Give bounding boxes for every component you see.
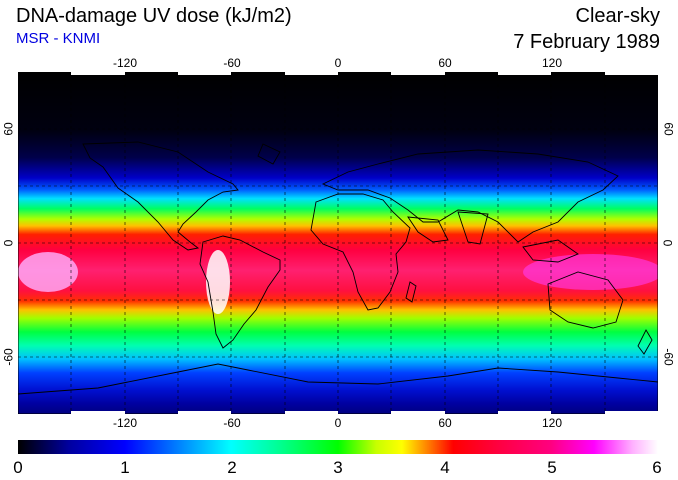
lon-tick-top: 0 bbox=[334, 56, 342, 70]
lon-tick-top: -60 bbox=[223, 56, 241, 70]
lat-tick-left: 0 bbox=[1, 239, 16, 247]
date-label: 7 February 1989 bbox=[513, 31, 660, 53]
sky-condition-label: Clear-sky bbox=[575, 5, 660, 27]
lat-tick-right: -60 bbox=[661, 348, 676, 366]
lon-tick-bottom: -60 bbox=[223, 416, 241, 430]
color-scale-tick: 3 bbox=[333, 458, 343, 477]
coastlines bbox=[18, 141, 658, 395]
lon-tick-top: 60 bbox=[438, 56, 452, 70]
lon-tick-top: 120 bbox=[541, 56, 563, 70]
map-frame bbox=[18, 72, 658, 414]
lon-tick-bottom: 0 bbox=[334, 416, 342, 430]
lon-tick-top: -120 bbox=[112, 56, 138, 70]
color-scale-tick: 6 bbox=[652, 458, 662, 477]
color-scale-tick: 1 bbox=[120, 458, 130, 477]
lon-tick-bottom: 120 bbox=[541, 416, 563, 430]
lon-tick-bottom: 60 bbox=[438, 416, 452, 430]
hotspot-andes bbox=[206, 250, 230, 314]
color-scale-tick: 5 bbox=[547, 458, 557, 477]
hotspot-australia bbox=[523, 254, 658, 290]
graticule bbox=[18, 72, 658, 414]
color-scale-tick: 4 bbox=[440, 458, 450, 477]
data-source-label: MSR - KNMI bbox=[16, 30, 101, 47]
chart-title: DNA-damage UV dose (kJ/m2) bbox=[16, 5, 292, 27]
hotspot-pacific bbox=[18, 252, 78, 292]
lat-tick-left: -60 bbox=[1, 348, 16, 366]
lat-tick-left: 60 bbox=[1, 122, 16, 136]
lat-tick-right: 60 bbox=[661, 122, 676, 136]
color-scale-bar bbox=[18, 440, 658, 454]
uv-dose-map bbox=[18, 72, 658, 414]
lon-tick-bottom: -120 bbox=[112, 416, 138, 430]
color-scale-tick: 2 bbox=[227, 458, 237, 477]
lat-tick-right: 0 bbox=[660, 239, 675, 247]
color-scale-tick: 0 bbox=[13, 458, 23, 477]
